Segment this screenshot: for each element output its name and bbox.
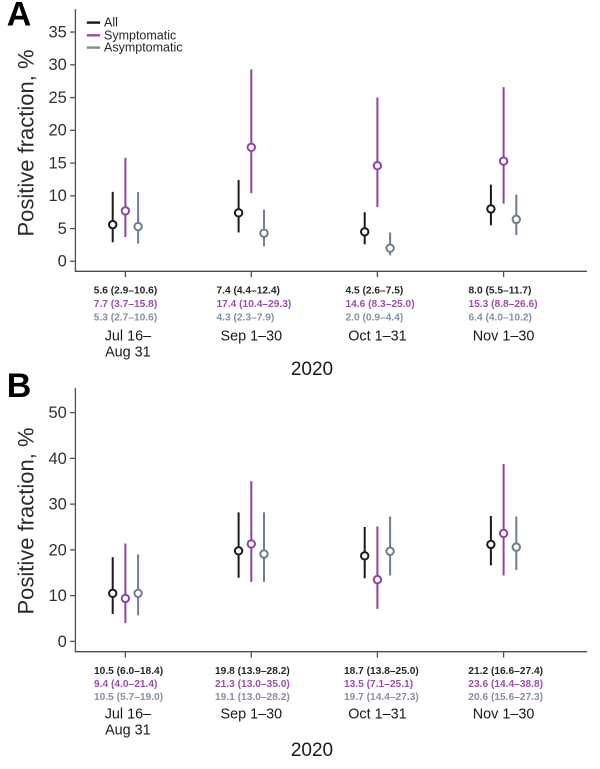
svg-text:7.7 (3.7–15.8): 7.7 (3.7–15.8) [94,299,157,310]
svg-text:2020: 2020 [291,740,333,761]
svg-text:Symptomatic: Symptomatic [104,28,176,42]
svg-text:15: 15 [48,154,66,172]
svg-text:8.0 (5.5–11.7): 8.0 (5.5–11.7) [469,285,532,296]
svg-text:Asymptomatic: Asymptomatic [104,41,183,55]
svg-text:5.6 (2.9–10.6): 5.6 (2.9–10.6) [94,285,157,296]
svg-text:40: 40 [48,450,66,468]
svg-text:Nov 1–30: Nov 1–30 [473,707,535,723]
svg-text:50: 50 [48,404,66,422]
svg-text:5.3 (2.7–10.6): 5.3 (2.7–10.6) [94,313,157,324]
svg-text:14.6 (8.3–25.0): 14.6 (8.3–25.0) [346,299,415,310]
svg-text:25: 25 [48,89,66,107]
svg-text:2020: 2020 [291,359,333,380]
svg-text:18.7 (13.8–25.0): 18.7 (13.8–25.0) [344,666,419,677]
svg-text:17.4 (10.4–29.3): 17.4 (10.4–29.3) [217,299,292,310]
svg-text:9.4 (4.0–21.4): 9.4 (4.0–21.4) [94,679,157,690]
svg-text:23.6 (14.4–38.8): 23.6 (14.4–38.8) [468,679,543,690]
svg-text:Jul 16–: Jul 16– [105,707,151,723]
svg-text:10: 10 [48,587,66,605]
svg-text:21.2 (16.6–27.4): 21.2 (16.6–27.4) [468,666,543,677]
svg-text:30: 30 [48,496,66,514]
svg-text:B: B [7,367,32,405]
svg-text:0: 0 [58,253,67,271]
svg-text:Jul 16–: Jul 16– [105,329,151,345]
svg-text:5: 5 [58,220,67,238]
svg-text:4.5 (2.6–7.5): 4.5 (2.6–7.5) [346,285,404,296]
svg-text:15.3 (8.8–26.6): 15.3 (8.8–26.6) [469,299,538,310]
svg-text:10.5 (6.0–18.4): 10.5 (6.0–18.4) [94,666,163,677]
svg-text:Oct 1–31: Oct 1–31 [348,329,406,345]
svg-text:13.5 (7.1–25.1): 13.5 (7.1–25.1) [344,679,413,690]
svg-text:21.3 (13.0–35.0): 21.3 (13.0–35.0) [215,679,290,690]
svg-text:20: 20 [48,122,66,140]
svg-text:7.4 (4.4–12.4): 7.4 (4.4–12.4) [217,285,280,296]
svg-text:All: All [104,16,118,30]
svg-text:6.4 (4.0–10.2): 6.4 (4.0–10.2) [469,313,532,324]
svg-text:0: 0 [58,633,67,651]
svg-text:Aug 31: Aug 31 [105,722,151,738]
svg-text:35: 35 [48,23,66,41]
svg-text:A: A [7,0,32,34]
svg-text:19.8 (13.9–28.2): 19.8 (13.9–28.2) [215,666,290,677]
svg-text:Aug 31: Aug 31 [105,344,151,360]
svg-text:10: 10 [48,187,66,205]
svg-text:10.5 (5.7–19.0): 10.5 (5.7–19.0) [94,692,163,703]
svg-text:19.1 (13.0–28.2): 19.1 (13.0–28.2) [215,692,290,703]
svg-text:Nov 1–30: Nov 1–30 [473,329,535,345]
svg-text:30: 30 [48,56,66,74]
svg-text:4.3 (2.3–7.9): 4.3 (2.3–7.9) [217,313,275,324]
svg-text:19.7 (14.4–27.3): 19.7 (14.4–27.3) [344,692,419,703]
svg-text:Sep 1–30: Sep 1–30 [220,707,282,723]
svg-text:Sep 1–30: Sep 1–30 [220,329,282,345]
svg-text:Positive fraction, %: Positive fraction, % [14,427,39,614]
svg-text:Positive fraction, %: Positive fraction, % [14,49,39,236]
svg-text:2.0 (0.9–4.4): 2.0 (0.9–4.4) [346,313,404,324]
svg-text:Oct 1–31: Oct 1–31 [348,707,406,723]
svg-text:20.6 (15.6–27.3): 20.6 (15.6–27.3) [468,692,543,703]
svg-text:20: 20 [48,541,66,559]
